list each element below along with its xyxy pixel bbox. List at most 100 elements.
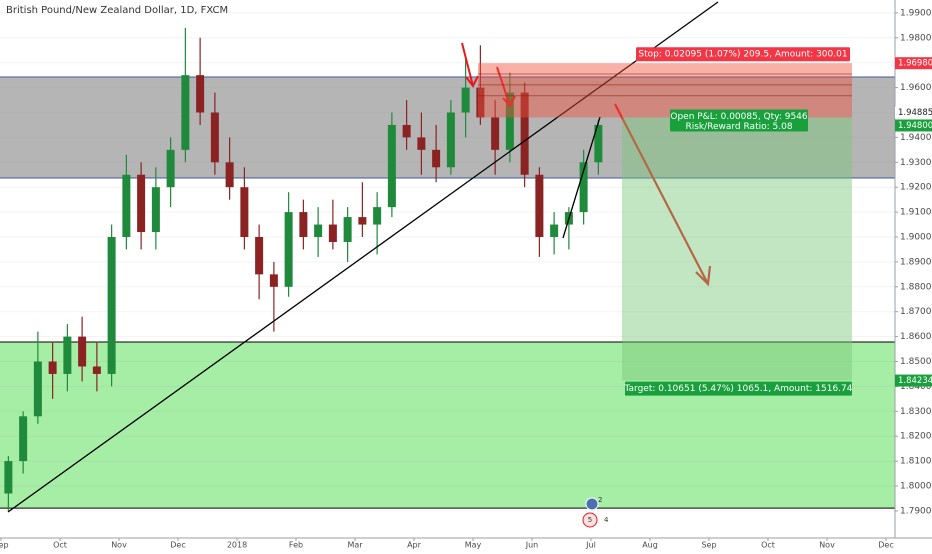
candle-body [240, 187, 249, 238]
candle-body [417, 137, 426, 150]
x-tick-label: Mar [347, 541, 363, 550]
arrow-small [461, 42, 479, 88]
x-tick-label: Jul [585, 541, 596, 550]
price-tag: 1.96980 [898, 59, 932, 69]
target-label: Target: 0.10651 (5.47%) 1065.1, Amount: … [624, 384, 853, 394]
grid [0, 12, 895, 512]
event-icon [585, 497, 599, 511]
candle-body [387, 124, 396, 208]
price-tag-bg [895, 106, 932, 119]
candle-body [210, 112, 219, 163]
candle-body [122, 174, 131, 238]
x-tick-label: Aug [642, 541, 658, 550]
price-tag: 1.94885 [898, 108, 932, 118]
y-tick-label: 1.96000 [900, 83, 932, 93]
wedge-line [562, 116, 601, 239]
y-tick-label: 1.92000 [900, 183, 932, 193]
x-tick-label: Nov [111, 541, 127, 550]
price-tag-bg [895, 119, 932, 132]
price-axis [895, 0, 932, 550]
x-tick-label: 2018 [227, 541, 247, 550]
price-tag: 1.84234 [898, 376, 932, 386]
support-zone [0, 342, 895, 509]
y-tick-label: 1.80000 [900, 482, 932, 492]
x-tick-label: Sep [701, 541, 716, 550]
candle-body [491, 117, 500, 150]
down-arrow [614, 103, 712, 287]
y-tick-label: 1.82000 [900, 432, 932, 442]
y-tick-label: 1.91000 [900, 208, 932, 218]
price-tag-bg [895, 57, 932, 70]
y-tick-label: 1.93000 [900, 158, 932, 168]
y-tick-label: 1.79000 [900, 506, 932, 516]
price-tag: 1.94800 [898, 121, 932, 131]
pnl-label: Open P&L: 0.00085, Qty: 9546 [670, 112, 808, 122]
stop-label: Stop: 0.02095 (1.07%) 209.5, Amount: 300… [638, 50, 847, 60]
candle-body [535, 174, 544, 238]
pnl-label-bg [670, 109, 808, 132]
candle-body [255, 237, 264, 275]
candle-body [476, 87, 485, 118]
x-tick-label: Jun [525, 541, 539, 550]
x-tick-label: Apr [407, 541, 422, 550]
candle-body [358, 217, 367, 225]
candle-body [594, 124, 603, 163]
candle-body [166, 149, 175, 188]
candle-body [181, 75, 190, 150]
candle-body [284, 212, 293, 287]
candle-body [78, 336, 87, 367]
drawings [7, 1, 719, 513]
y-tick-label: 1.88000 [900, 282, 932, 292]
event-icon [582, 512, 598, 528]
y-tick-label: 1.83000 [900, 407, 932, 417]
y-tick-label: 1.84000 [900, 382, 932, 392]
x-tick-label: Oct [53, 541, 67, 550]
target-area [622, 117, 852, 381]
candle-body [92, 366, 101, 374]
candle-body [33, 361, 42, 417]
candle-body [225, 162, 234, 188]
x-tick-label: Dec [170, 541, 185, 550]
y-tick-label: 1.85000 [900, 357, 932, 367]
candle-body [19, 416, 28, 462]
event-count: 4 [604, 516, 609, 524]
candle-body [343, 217, 352, 242]
y-tick-label: 1.90000 [900, 233, 932, 243]
pnl-label: Risk/Reward Ratio: 5.08 [685, 122, 792, 132]
candle-body [373, 207, 382, 225]
y-tick-label: 1.81000 [900, 457, 932, 467]
x-tick-label: Oct [761, 541, 775, 550]
target-label-bg [625, 381, 852, 396]
event-count: 2 [598, 496, 602, 504]
y-tick-label: 1.87000 [900, 307, 932, 317]
candle-body [63, 336, 72, 374]
candle-body [269, 274, 278, 287]
candles [4, 27, 603, 511]
position-tool: Stop: 0.02095 (1.07%) 209.5, Amount: 300… [478, 47, 853, 396]
candle-body [446, 112, 455, 168]
candle-body [461, 87, 470, 113]
candle-body [402, 124, 411, 138]
candle-body [107, 237, 116, 374]
x-tick-label: Sep [0, 541, 9, 550]
price-tag-bg [895, 374, 932, 387]
trend-line [7, 1, 719, 513]
candle-body [314, 224, 323, 238]
x-tick-label: Feb [289, 541, 303, 550]
candle-body [520, 92, 529, 175]
x-tick-label: May [465, 541, 482, 550]
candle-body [432, 149, 441, 168]
arrow-small [496, 66, 516, 108]
y-tick-label: 1.86000 [900, 332, 932, 342]
candle-body [151, 187, 160, 233]
y-tick-label: 1.89000 [900, 257, 932, 267]
y-tick-label: 1.94000 [900, 133, 932, 143]
stop-label-bg [636, 47, 850, 62]
price-tags: 1.96980 1.94885 1.94800 1.84234 [895, 57, 932, 387]
candle-body [505, 92, 514, 150]
candle-body [550, 224, 559, 238]
event-badges: 2 5 4 [582, 496, 609, 528]
candle-body [137, 174, 146, 233]
